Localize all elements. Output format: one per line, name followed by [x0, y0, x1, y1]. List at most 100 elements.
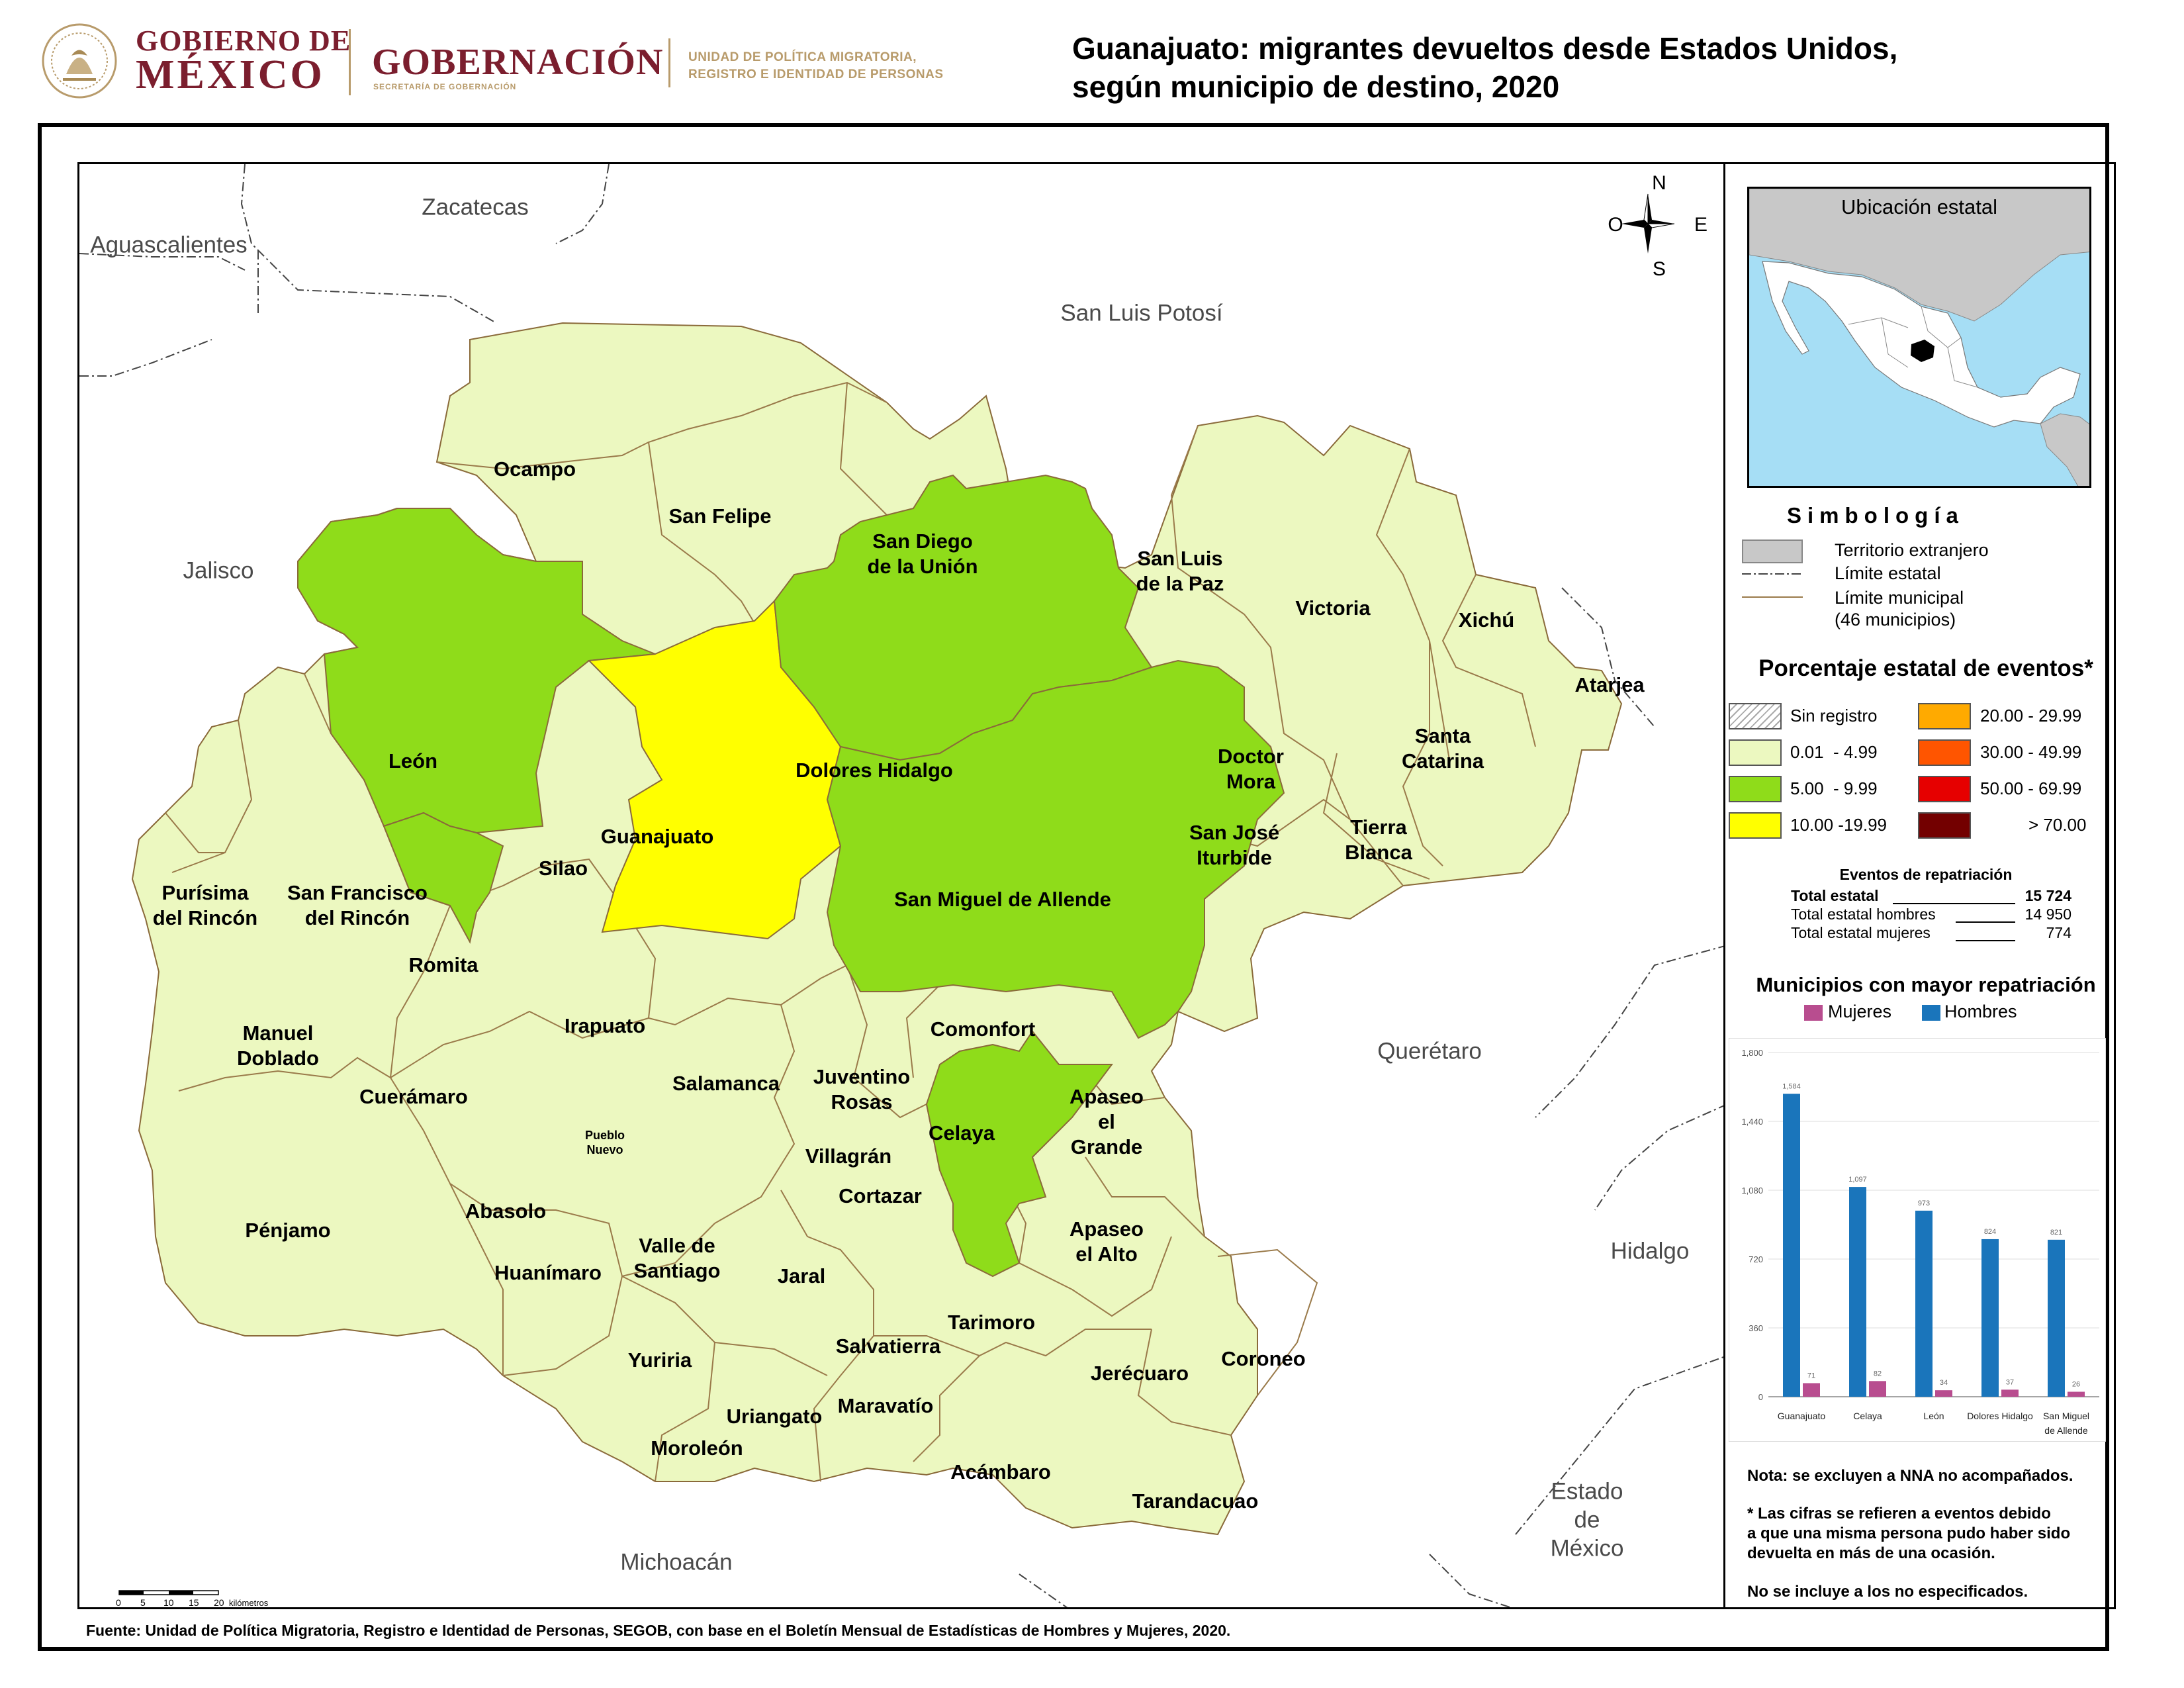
mun-label-pueblo-nuevo: Pueblo Nuevo: [584, 1129, 625, 1156]
mun-label-jerecuaro: Jerécuaro: [1090, 1362, 1189, 1385]
chart-bar-mujeres-3: [2001, 1389, 2019, 1397]
legend-foreign-swatch: [1742, 539, 1803, 563]
chart-value-hombres-1: 1,097: [1848, 1176, 1867, 1184]
chart-ytick-5: 1,800: [1741, 1048, 1763, 1058]
unidad-line-1: UNIDAD DE POLÍTICA MIGRATORIA,: [688, 50, 917, 64]
location-title: Ubicación estatal: [1841, 195, 1998, 218]
class-swatch-2: [1729, 776, 1782, 802]
chart-value-mujeres-1: 82: [1874, 1370, 1882, 1378]
chart-ytick-1: 360: [1749, 1323, 1763, 1333]
scale-unit: kilómetros: [229, 1598, 269, 1608]
chart-bar-hombres-0: [1783, 1094, 1800, 1397]
mun-label-uriangato: Uriangato: [726, 1405, 823, 1428]
legend-state-line: [1742, 573, 1803, 575]
events-label-1: Total estatal hombres: [1791, 906, 1936, 923]
mun-label-moroleon: Moroleón: [651, 1436, 743, 1460]
chart-ytick-3: 1,080: [1741, 1186, 1763, 1196]
chart-xtick-4: San Miguel: [2043, 1411, 2089, 1421]
state-label-estado-de-mexico: Estado de México: [1550, 1478, 1624, 1562]
mun-label-atarjea: Atarjea: [1574, 673, 1645, 696]
class-swatch-5: [1918, 739, 1971, 766]
legend-foreign-label: Territorio extranjero: [1835, 540, 1989, 560]
gobierno-de-text: GOBIERNO DE: [136, 24, 351, 57]
class-swatch-0: [1729, 703, 1782, 729]
mun-label-san-francisco-del-rincon: San Francisco del Rincón: [287, 881, 428, 929]
class-label-0: Sin registro: [1790, 706, 1878, 726]
celaya-region: [925, 1030, 1113, 1278]
title-line-2: según municipio de destino, 2020: [1072, 70, 1560, 104]
events-title: Eventos de repatriación: [1839, 866, 2013, 883]
mun-label-juventino-rosas: Juventino Rosas: [813, 1065, 911, 1113]
class-label-7: > 70.00: [2028, 815, 2087, 835]
mun-label-coroneo: Coroneo: [1221, 1347, 1306, 1370]
mun-label-dolores-hidalgo: Dolores Hidalgo: [796, 759, 953, 782]
mun-label-tarimoro: Tarimoro: [947, 1311, 1036, 1334]
legend-state-label: Límite estatal: [1835, 563, 1941, 583]
mun-label-ocampo: Ocampo: [493, 457, 576, 481]
header-divider-2: [668, 38, 670, 87]
san-francisco-del-rincon-region: [383, 812, 504, 944]
mexico-text: MÉXICO: [136, 52, 325, 97]
chart-ytick-0: 0: [1758, 1392, 1763, 1402]
compass-s: S: [1652, 258, 1666, 280]
note-events-3: devuelta en más de una ocasión.: [1747, 1544, 1995, 1562]
mun-label-celaya: Celaya: [929, 1121, 995, 1145]
legend-municipal-label: Límite municipal: [1835, 588, 1964, 608]
mun-label-tarandacuao: Tarandacuao: [1132, 1489, 1259, 1513]
mun-label-maravatio: Maravatío: [837, 1394, 934, 1417]
page-title: Guanajuato: migrantes devueltos desde Es…: [1072, 29, 1897, 106]
chart-value-hombres-2: 973: [1918, 1199, 1930, 1207]
mun-label-salamanca: Salamanca: [672, 1072, 780, 1095]
state-label-san-luis-potosi: San Luis Potosí: [1060, 300, 1223, 326]
mun-label-acambaro: Acámbaro: [950, 1460, 1051, 1483]
scale-bar: [118, 1590, 219, 1595]
main-map: 0 5 10 15 20 kilómetros: [77, 162, 1725, 1609]
chart-value-mujeres-4: 26: [2072, 1380, 2080, 1388]
mun-label-comonfort: Comonfort: [930, 1017, 1036, 1041]
mun-label-san-felipe: San Felipe: [668, 504, 772, 528]
events-leader-1: [1956, 921, 2015, 923]
class-swatch-1: [1729, 739, 1782, 766]
legend-municipal-count: (46 municipios): [1835, 610, 1956, 630]
mun-label-salvatierra: Salvatierra: [835, 1335, 941, 1358]
compass-w: O: [1608, 214, 1623, 236]
mun-label-guanajuato: Guanajuato: [600, 825, 714, 848]
gobernacion-text: GOBERNACIÓN: [372, 42, 664, 83]
events-value-0: 15 724: [2025, 887, 2071, 904]
chart-xtick-1: Celaya: [1853, 1411, 1882, 1421]
chart-legend-hombres: Hombres: [1944, 1002, 2017, 1021]
scale-tick-0: 0: [116, 1597, 121, 1608]
scale-tick-5: 5: [140, 1597, 146, 1608]
class-label-5: 30.00 - 49.99: [1980, 742, 2082, 762]
mun-label-irapuato: Irapuato: [564, 1014, 646, 1037]
mun-label-leon: León: [388, 749, 438, 773]
events-leader-0: [1893, 903, 2015, 904]
chart-title: Municipios con mayor repatriación: [1756, 973, 2096, 996]
chart-ytick-2: 720: [1749, 1254, 1763, 1264]
chart-bar-hombres-3: [1981, 1239, 1999, 1397]
mun-label-villagran: Villagrán: [805, 1145, 892, 1168]
class-swatch-6: [1918, 776, 1971, 802]
chart-bar-mujeres-4: [2068, 1391, 2085, 1397]
mun-label-san-diego-de-la-union: San Diego de la Unión: [867, 530, 978, 578]
state-label-aguascalientes: Aguascalientes: [90, 232, 248, 258]
unidad-line-2: REGISTRO E IDENTIDAD DE PERSONAS: [688, 68, 944, 81]
chart-value-hombres-4: 821: [2050, 1229, 2062, 1237]
mun-label-romita: Romita: [408, 953, 478, 976]
pct-legend-title: Porcentaje estatal de eventos*: [1758, 655, 2093, 681]
scale-tick-15: 15: [189, 1597, 199, 1608]
note-nna: Nota: se excluyen a NNA no acompañados.: [1747, 1467, 2073, 1485]
mun-label-santa-catarina: Santa Catarina: [1401, 724, 1484, 773]
note-events-2: a que una misma persona pudo haber sido: [1747, 1524, 2071, 1542]
class-swatch-4: [1918, 703, 1971, 729]
class-label-4: 20.00 - 29.99: [1980, 706, 2082, 726]
class-label-1: 0.01 - 4.99: [1790, 742, 1878, 762]
chart-legend-mujeres-swatch: [1804, 1005, 1823, 1021]
events-label-0: Total estatal: [1791, 887, 1879, 904]
location-inset-map: [1747, 187, 2091, 488]
mun-label-huanimaro: Huanímaro: [494, 1261, 602, 1284]
state-label-zacatecas: Zacatecas: [422, 194, 529, 220]
mun-label-cueramaro: Cuerámaro: [359, 1085, 468, 1108]
mun-label-yuriria: Yuriria: [627, 1348, 692, 1372]
note-no-especificados: No se incluye a los no especificados.: [1747, 1583, 2028, 1601]
